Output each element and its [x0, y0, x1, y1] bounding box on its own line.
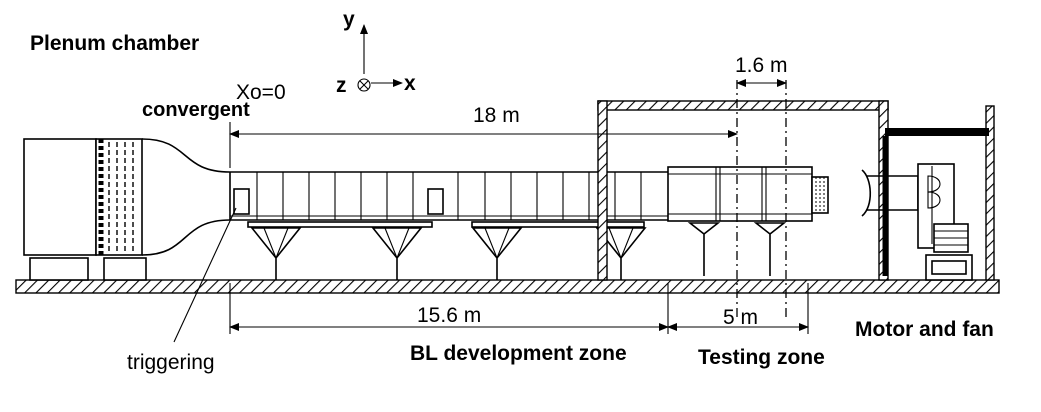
label-axis-y: y — [343, 8, 355, 31]
plenum-chamber — [23, 138, 147, 281]
label-plenum-chamber: Plenum chamber — [30, 32, 199, 55]
coordinate-axes — [357, 24, 403, 92]
motor-unit — [917, 163, 973, 281]
testing-section — [667, 166, 829, 276]
triggering-leader — [173, 207, 237, 343]
convergent-nozzle — [141, 138, 231, 256]
label-x0: Xo=0 — [236, 81, 286, 104]
ground-floor — [15, 279, 1000, 294]
label-testing-zone: Testing zone — [698, 346, 825, 369]
label-5m: 5 m — [723, 306, 758, 329]
label-axis-z: z — [336, 74, 347, 97]
label-convergent: convergent — [142, 99, 250, 121]
label-15-6m: 15.6 m — [417, 304, 481, 327]
label-axis-x: x — [404, 72, 416, 95]
z-axis-symbol — [357, 78, 371, 92]
support-stands — [247, 221, 647, 280]
fan-diffuser — [861, 169, 919, 217]
test-building — [597, 100, 995, 281]
label-1-6m: 1.6 m — [735, 54, 788, 77]
label-18m: 18 m — [473, 104, 520, 127]
label-bl-zone: BL development zone — [410, 342, 627, 365]
label-triggering: triggering — [127, 351, 215, 374]
bl-section — [229, 171, 668, 221]
label-motor-fan: Motor and fan — [855, 318, 994, 341]
